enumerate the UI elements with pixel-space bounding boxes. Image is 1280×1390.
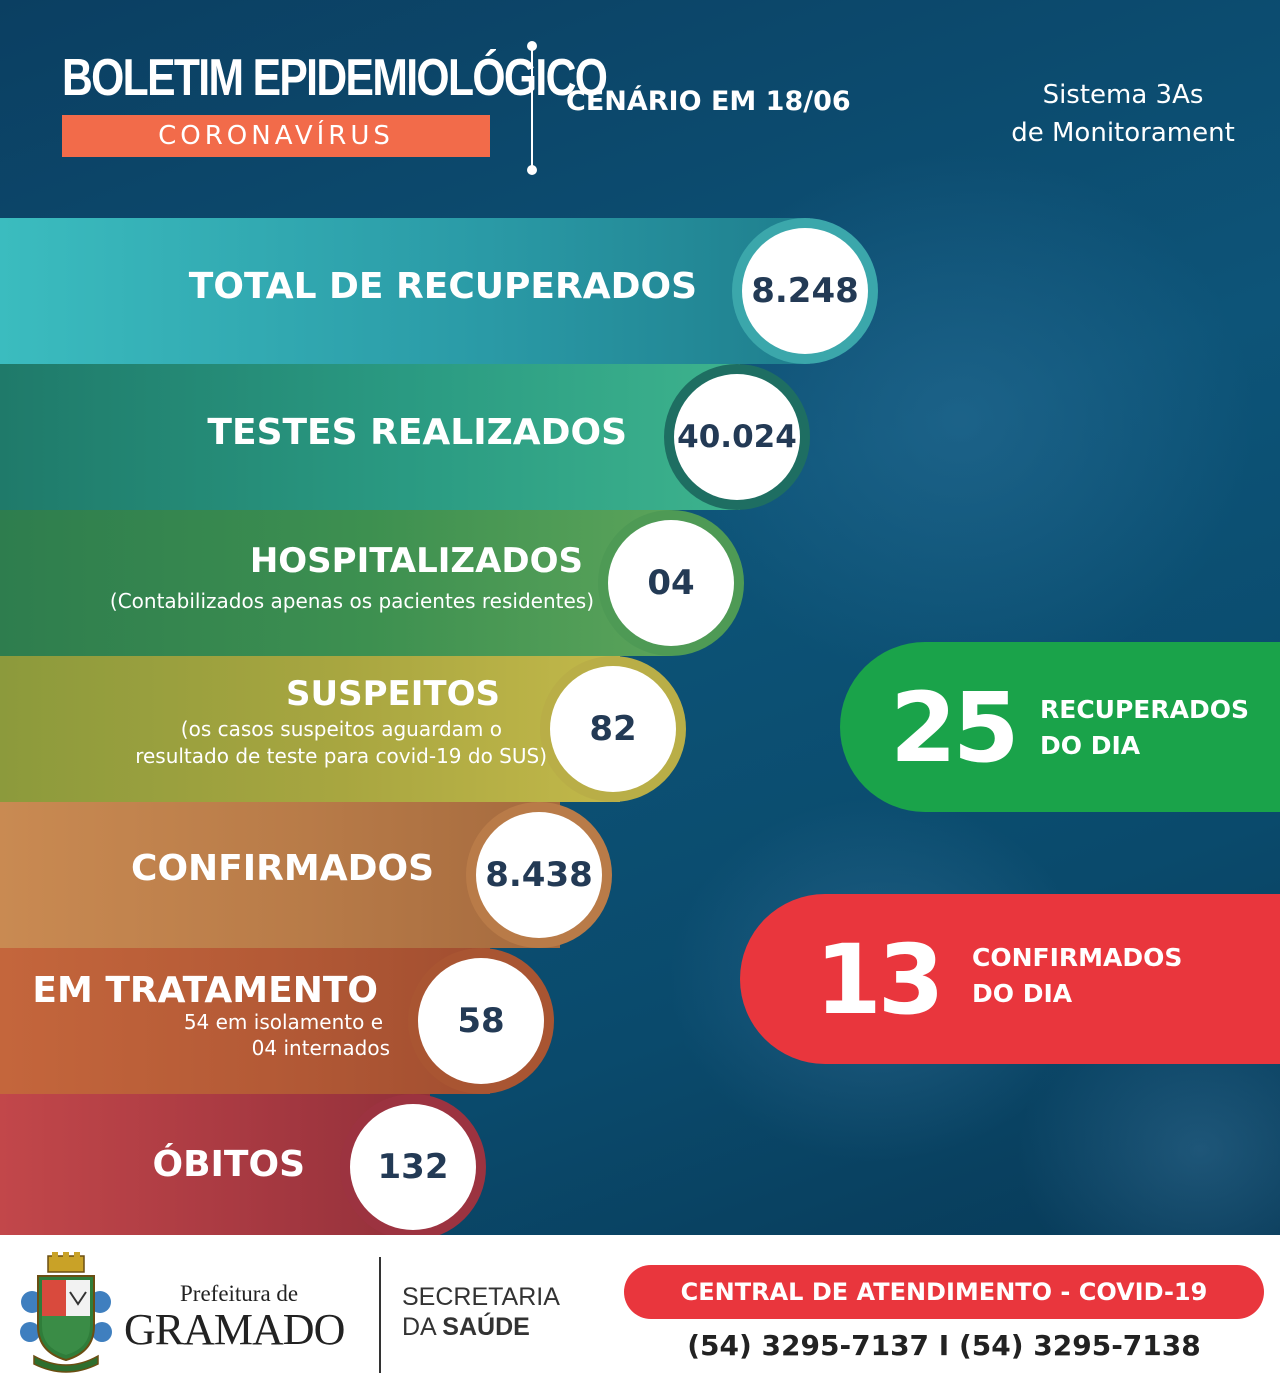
prefeitura-label: Prefeitura de [180, 1281, 299, 1306]
stat-note-hospitalized: (Contabilizados apenas os pacientes resi… [109, 589, 594, 613]
system-label: Sistema 3As de Monitorament [988, 76, 1258, 152]
system-line-1: Sistema 3As [1042, 80, 1204, 110]
central-atendimento-pill: CENTRAL DE ATENDIMENTO - COVID-19 [624, 1265, 1264, 1319]
stat-value-hospitalized: 04 [608, 520, 734, 646]
phone-numbers[interactable]: (54) 3295-7137 I (54) 3295-7138 [687, 1329, 1201, 1362]
secretaria-line-1: SECRETARIA [402, 1283, 560, 1311]
header-divider [531, 46, 533, 170]
secretaria-line-2: DA SAÚDE [402, 1313, 530, 1342]
stat-value-treatment: 58 [418, 958, 544, 1084]
stat-label-confirmed: CONFIRMADOS [131, 848, 434, 889]
stat-label-hospitalized: HOSPITALIZADOS [249, 541, 583, 581]
stat-value-recovered-total: 8.248 [742, 228, 868, 354]
stat-value-suspects: 82 [550, 666, 676, 792]
secretaria-da: DA [402, 1313, 443, 1341]
header-divider-dot-bottom [527, 165, 537, 175]
scenario-date: CENÁRIO EM 18/06 [566, 86, 851, 117]
stat-label-recovered-total: TOTAL DE RECUPERADOS [188, 266, 697, 307]
stat-value-confirmed: 8.438 [476, 812, 602, 938]
stat-note-treatment-1: 54 em isolamento e [183, 1010, 383, 1034]
bulletin-subtitle: CORONAVÍRUS [158, 121, 394, 151]
gramado-crest-icon [20, 1252, 112, 1373]
stat-label-treatment: EM TRATAMENTO [32, 970, 378, 1011]
daily-confirmed-value: 13 [815, 924, 945, 1036]
system-line-2: de Monitorament [1011, 118, 1235, 148]
secretaria-saude: SAÚDE [442, 1313, 530, 1341]
stat-note-suspects-1: (os casos suspeitos aguardam o [180, 717, 502, 741]
header-divider-dot-top [527, 41, 537, 51]
stat-value-deaths: 132 [350, 1104, 476, 1230]
stat-bar-tests [0, 364, 740, 510]
stat-label-suspects: SUSPEITOS [286, 674, 500, 714]
gramado-wordmark: GRAMADO [124, 1305, 345, 1354]
stat-note-suspects-2: resultado de teste para covid-19 do SUS) [135, 744, 547, 768]
bulletin-title: BOLETIM EPIDEMIOLÓGICO [62, 49, 608, 107]
daily-confirmed-label: CONFIRMADOS DO DIA [972, 940, 1182, 1012]
daily-confirmed-badge [740, 894, 1280, 1064]
footer-divider [379, 1257, 381, 1373]
daily-confirmed-line-2: DO DIA [972, 979, 1073, 1008]
daily-recovered-label: RECUPERADOS DO DIA [1040, 692, 1249, 764]
stat-bar-recovered-total [0, 218, 810, 364]
stat-note-treatment-2: 04 internados [251, 1036, 390, 1060]
subtitle-bar [62, 115, 490, 157]
daily-confirmed-line-1: CONFIRMADOS [972, 943, 1183, 972]
stat-bar-suspects [0, 656, 620, 802]
daily-recovered-line-2: DO DIA [1040, 731, 1141, 760]
daily-recovered-badge [840, 642, 1280, 812]
stat-label-tests: TESTES REALIZADOS [207, 412, 627, 453]
stat-value-tests: 40.024 [674, 374, 800, 500]
stat-bar-hospitalized [0, 510, 670, 656]
stat-label-deaths: ÓBITOS [152, 1144, 305, 1185]
daily-recovered-line-1: RECUPERADOS [1040, 695, 1249, 724]
daily-recovered-value: 25 [890, 672, 1020, 784]
